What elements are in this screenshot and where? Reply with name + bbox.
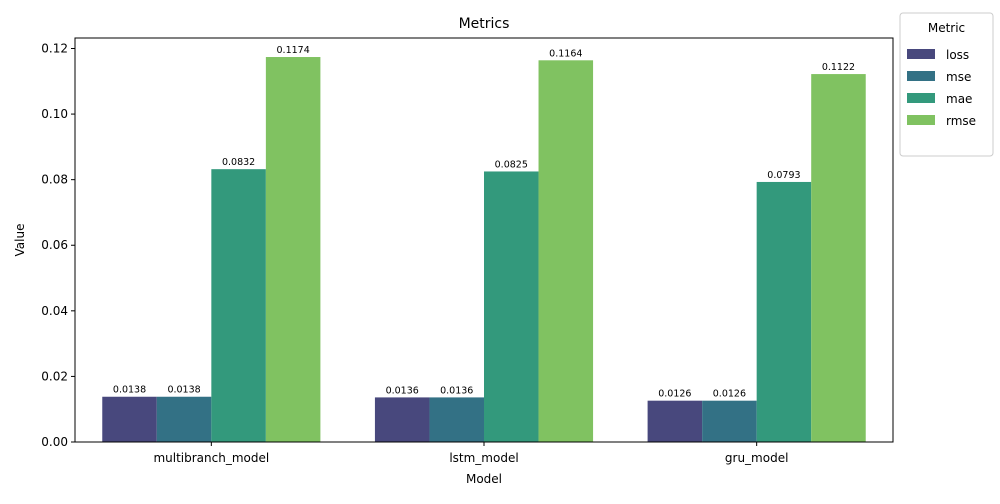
y-tick-label: 0.12 [41,41,68,55]
bar-mae-lstm_model [484,171,539,442]
legend-swatch-mse [907,71,935,81]
y-tick-label: 0.04 [41,304,68,318]
y-axis-label: Value [13,224,27,257]
bar-mse-lstm_model [429,397,484,442]
data-label-mse-lstm_model: 0.0136 [440,385,473,396]
bar-mse-gru_model [702,400,757,442]
x-tick-label-multibranch_model: multibranch_model [153,451,269,465]
legend-title: Metric [928,21,965,35]
y-tick-label: 0.06 [41,238,68,252]
bar-rmse-lstm_model [538,60,594,442]
legend-label-loss: loss [946,48,969,62]
bar-loss-gru_model [647,400,703,442]
bar-mae-multibranch_model [211,169,266,443]
y-tick-label: 0.08 [41,173,68,187]
bar-rmse-gru_model [811,74,866,443]
legend-label-rmse: rmse [946,114,976,128]
legend-swatch-loss [907,49,935,59]
data-label-loss-gru_model: 0.0126 [658,389,691,400]
data-label-loss-multibranch_model: 0.0138 [113,385,146,396]
data-label-rmse-lstm_model: 0.1164 [549,48,582,59]
legend-swatch-rmse [907,115,935,125]
data-label-rmse-gru_model: 0.1122 [822,62,855,73]
legend: Metric loss mse mae rmse [899,12,994,157]
data-label-rmse-multibranch_model: 0.1174 [277,45,310,56]
legend-label-mae: mae [946,92,972,106]
data-label-mae-gru_model: 0.0793 [767,170,800,181]
legend-label-mse: mse [946,70,971,84]
data-labels-layer: 0.0138 0.0136 0.0126 0.0138 0.0136 0.0126 0.08… [113,45,855,400]
bar-mse-multibranch_model [156,396,212,442]
bar-loss-lstm_model [374,397,430,442]
x-tick-label-lstm_model: lstm_model [449,451,518,465]
data-label-mse-gru_model: 0.0126 [713,389,746,400]
y-tick-label: 0.10 [41,107,68,121]
bars-layer [102,57,866,443]
y-tick-label: 0.00 [41,435,68,449]
bar-mae-gru_model [756,181,812,442]
chart-title: Metrics [459,16,510,32]
bar-rmse-multibranch_model [265,57,321,443]
x-tick-label-gru_model: gru_model [725,451,789,465]
data-label-mae-lstm_model: 0.0825 [495,159,528,170]
legend-swatch-mae [907,93,935,103]
y-tick-label: 0.02 [41,369,68,383]
axes-layer: 0.00 0.02 0.04 0.06 0.08 0.10 0.12 multibranch_… [41,37,894,465]
data-label-mse-multibranch_model: 0.0138 [167,385,200,396]
bar-loss-multibranch_model [102,396,157,442]
x-axis-label: Model [466,472,502,486]
data-label-mae-multibranch_model: 0.0832 [222,157,255,168]
data-label-loss-lstm_model: 0.0136 [386,385,419,396]
